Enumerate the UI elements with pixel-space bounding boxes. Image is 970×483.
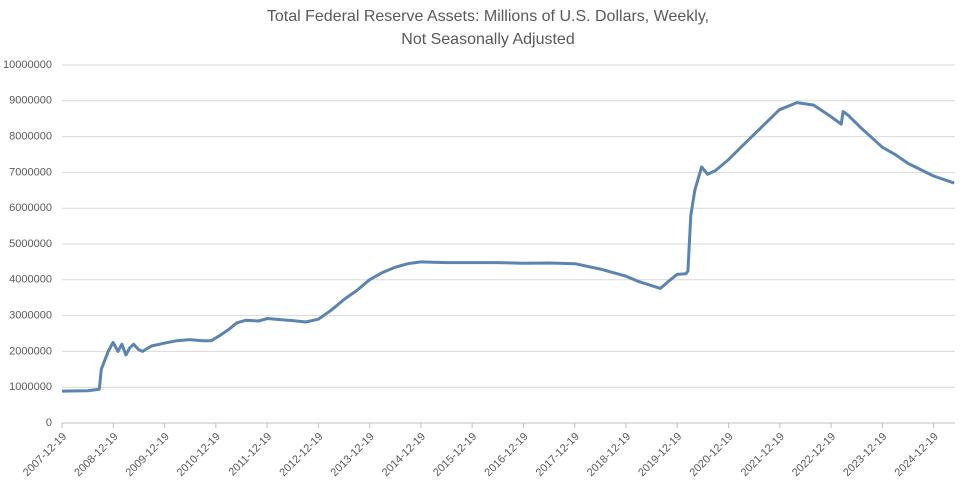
x-tick-label: 2013-12-19 xyxy=(329,431,377,479)
x-tick-label: 2011-12-19 xyxy=(227,431,275,479)
y-tick-label: 1000000 xyxy=(9,381,52,393)
x-tick-label: 2024-12-19 xyxy=(893,431,941,479)
y-tick-label: 7000000 xyxy=(9,166,52,178)
chart-title: Total Federal Reserve Assets: Millions o… xyxy=(267,8,709,25)
x-tick-label: 2022-12-19 xyxy=(790,431,838,479)
y-tick-label: 4000000 xyxy=(9,274,52,286)
x-tick-label: 2019-12-19 xyxy=(636,431,684,479)
x-tick-label: 2008-12-19 xyxy=(72,431,120,479)
x-tick-label: 2009-12-19 xyxy=(124,431,172,479)
x-tick-label: 2021-12-19 xyxy=(739,431,787,479)
x-tick-label: 2023-12-19 xyxy=(841,431,889,479)
y-tick-label: 2000000 xyxy=(9,345,52,357)
x-tick-label: 2015-12-19 xyxy=(431,431,479,479)
x-tick-label: 2016-12-19 xyxy=(482,431,530,479)
y-tick-label: 10000000 xyxy=(3,59,52,71)
y-tick-label: 8000000 xyxy=(9,131,52,143)
y-tick-label: 6000000 xyxy=(9,202,52,214)
x-tick-label: 2012-12-19 xyxy=(277,431,325,479)
y-tick-label: 3000000 xyxy=(9,310,52,322)
data-line xyxy=(61,101,955,393)
y-tick-label: 9000000 xyxy=(9,95,52,107)
x-tick-label: 2020-12-19 xyxy=(687,431,735,479)
x-tick-label: 2010-12-19 xyxy=(175,431,223,479)
x-tick-label: 2017-12-19 xyxy=(534,431,582,479)
x-tick-label: 2007-12-19 xyxy=(21,431,69,479)
x-tick-label: 2018-12-19 xyxy=(585,431,633,479)
y-tick-label: 0 xyxy=(46,417,52,429)
chart-title: Not Seasonally Adjusted xyxy=(401,31,574,48)
x-tick-label: 2014-12-19 xyxy=(380,431,428,479)
y-tick-label: 5000000 xyxy=(9,238,52,250)
